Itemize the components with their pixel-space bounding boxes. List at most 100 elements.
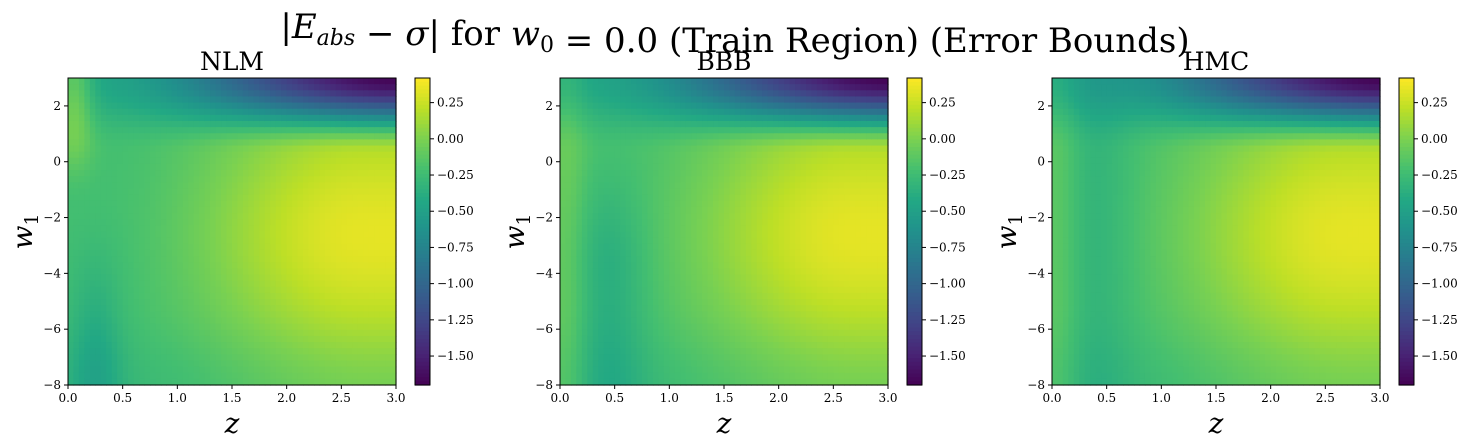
heatmap-cell [204, 114, 211, 122]
heatmap-cell [303, 262, 310, 269]
heatmap-cell [319, 96, 326, 104]
heatmap-cell [560, 206, 567, 214]
heatmap-cell [390, 96, 397, 104]
heatmap-cell [658, 176, 665, 183]
heatmap-cell [587, 317, 594, 325]
heatmap-cell [324, 176, 331, 183]
heatmap-cell [751, 200, 758, 208]
heatmap-cell [685, 206, 692, 214]
heatmap-cell [674, 366, 681, 374]
heatmap-cell [352, 133, 359, 140]
heatmap-cell [652, 243, 659, 251]
heatmap-cell [106, 299, 113, 306]
heatmap-cell [188, 206, 195, 214]
heatmap-cell [111, 311, 118, 319]
heatmap-cell [150, 231, 157, 239]
heatmap-cell [221, 127, 228, 134]
heatmap-cell [226, 114, 233, 122]
heatmap-cell [297, 317, 304, 325]
heatmap-cell [275, 305, 282, 312]
heatmap-cell [652, 127, 659, 134]
heatmap-cell [652, 329, 659, 337]
heatmap-cell [166, 78, 173, 85]
heatmap-cell [368, 90, 375, 98]
heatmap-cell [669, 96, 676, 104]
heatmap-cell [281, 194, 288, 202]
heatmap-cell [581, 256, 588, 263]
heatmap-cell [155, 274, 162, 282]
heatmap-cell [270, 231, 277, 239]
heatmap-cell [248, 335, 255, 343]
heatmap-cell [73, 335, 80, 343]
heatmap-cell [560, 348, 567, 355]
heatmap-cell [603, 268, 610, 276]
heatmap-cell [707, 342, 714, 349]
heatmap-cell [756, 188, 763, 196]
heatmap-cell [270, 127, 277, 134]
heatmap-cell [756, 372, 763, 380]
heatmap-cell [335, 170, 342, 177]
heatmap-cell [357, 188, 364, 196]
colorbar-segment [415, 327, 430, 332]
heatmap-cell [78, 188, 85, 196]
heatmap-cell [78, 378, 85, 386]
heatmap-cell [111, 243, 118, 251]
heatmap-cell [221, 311, 228, 319]
heatmap-cell [751, 188, 758, 196]
y-tick-label: −4 [43, 266, 61, 280]
heatmap-cell [581, 78, 588, 85]
heatmap-cell [95, 188, 102, 196]
heatmap-cell [702, 268, 709, 276]
heatmap-cell [379, 133, 386, 140]
colorbar-tick-label: −0.25 [437, 168, 474, 182]
heatmap-cell [581, 120, 588, 128]
heatmap-cell [346, 84, 353, 91]
heatmap-cell [581, 311, 588, 319]
heatmap-cell [734, 372, 741, 380]
heatmap-cell [281, 200, 288, 208]
heatmap-cell [691, 268, 698, 276]
heatmap-cell [658, 354, 665, 362]
heatmap-cell [248, 108, 255, 116]
heatmap-cell [133, 292, 140, 300]
heatmap-cell [357, 114, 364, 122]
heatmap-cell [117, 311, 124, 319]
heatmap-cell [713, 280, 720, 288]
heatmap-cell [297, 127, 304, 134]
heatmap-cell [160, 96, 167, 104]
colorbar-segment [415, 227, 430, 233]
heatmap-cell [658, 188, 665, 196]
heatmap-cell [565, 268, 572, 276]
heatmap-cell [264, 342, 271, 349]
heatmap-cell [210, 176, 217, 183]
heatmap-cell [292, 249, 299, 257]
heatmap-cell [95, 90, 102, 98]
heatmap-cell [740, 262, 747, 269]
heatmap-cell [84, 299, 91, 306]
heatmap-cell [275, 188, 282, 196]
heatmap-cell [636, 311, 643, 319]
heatmap-cell [215, 348, 222, 355]
heatmap-cell [560, 127, 567, 134]
heatmap-cell [139, 133, 146, 140]
heatmap-cell [100, 163, 107, 171]
heatmap-cell [144, 268, 151, 276]
heatmap-cell [696, 78, 703, 85]
heatmap-cell [363, 243, 370, 251]
heatmap-cell [674, 305, 681, 312]
heatmap-cell [286, 151, 293, 159]
heatmap-cell [636, 292, 643, 300]
heatmap-cell [609, 286, 616, 294]
heatmap-cell [117, 292, 124, 300]
heatmap-cell [133, 84, 140, 91]
heatmap-cell [368, 200, 375, 208]
heatmap-cell [603, 299, 610, 306]
heatmap-cell [166, 194, 173, 202]
heatmap-cell [160, 286, 167, 294]
heatmap-cell [718, 102, 725, 110]
heatmap-cell [324, 231, 331, 239]
heatmap-cell [390, 305, 397, 312]
heatmap-cell [592, 256, 599, 263]
heatmap-cell [614, 329, 621, 337]
heatmap-cell [89, 96, 96, 104]
